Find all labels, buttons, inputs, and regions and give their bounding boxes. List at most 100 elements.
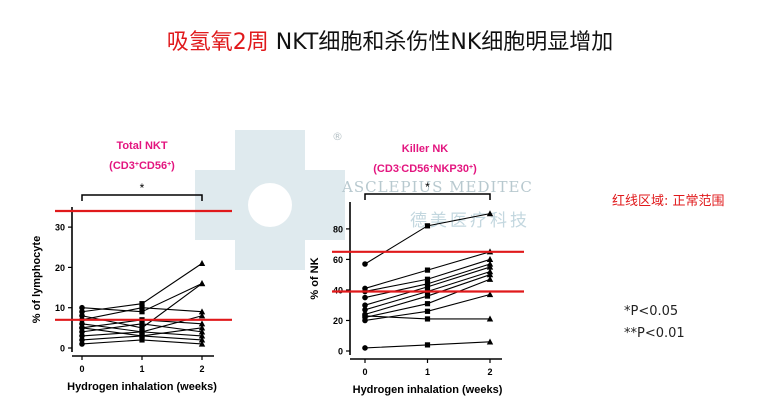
chart2-point (486, 271, 494, 278)
watermark-cross-icon (195, 130, 345, 270)
chart2-title-line1: Killer NK (402, 143, 449, 155)
watermark-english: ASCLEPIUS MEDITEC (342, 178, 533, 196)
chart1-point (79, 337, 85, 343)
chart2-point (486, 338, 494, 345)
chart2-series-line (364, 213, 491, 265)
chart1-point (198, 336, 206, 343)
chart2-x-tick-label: 0 (362, 367, 367, 377)
significance-note-p001: **P<0.01 (624, 326, 685, 341)
chart2-y-tick-label: 80 (333, 224, 343, 234)
chart2-point (486, 315, 494, 322)
chart1-y-axis-label: % of lymphocyte (31, 236, 43, 323)
chart1-point (79, 321, 85, 327)
chart2-point (424, 342, 431, 348)
watermark-registered: ® (332, 130, 343, 143)
chart2-point (486, 268, 494, 275)
chart2-y-axis-label: % of NK (309, 257, 321, 299)
chart2-point (424, 293, 431, 299)
chart1-title-sup1: + (135, 161, 139, 168)
chart1-title-line2: (CD3+CD56+) (109, 160, 175, 172)
chart1-point (198, 280, 206, 287)
chart1-x-tick-label: 0 (79, 364, 84, 374)
chart2-point (424, 267, 431, 273)
watermark-logo (195, 130, 345, 270)
chart2-y-tick-label: 60 (333, 255, 343, 265)
slide-title: 吸氢氧2周 NKT细胞和杀伤性NK细胞明显增加 (0, 24, 780, 56)
chart1-title-sup2: + (167, 161, 171, 168)
chart1-title-end: ) (171, 160, 175, 172)
chart1-point (139, 301, 145, 307)
chart2-point (424, 284, 431, 290)
chart2-point (486, 291, 494, 298)
chart2-point (362, 302, 368, 309)
chart2-title-sup2: + (429, 164, 433, 171)
chart1-significance-star: * (140, 181, 145, 195)
watermark-heart-icon (248, 183, 292, 227)
chart2-point (424, 223, 431, 229)
chart1-point (79, 304, 85, 311)
chart2-point (486, 260, 494, 267)
chart1-significance-bracket (81, 194, 203, 201)
chart2-title-sup1: - (399, 164, 402, 171)
chart2-y-tick-label: 0 (338, 347, 343, 357)
chart2-title-mid: CD56 (401, 163, 429, 175)
chart1-point (198, 332, 206, 339)
chart2-x-tick-label: 2 (487, 367, 492, 377)
chart1-point (139, 305, 145, 311)
chart2-title-base: (CD3 (373, 163, 399, 175)
chart2-point (362, 261, 368, 267)
chart1-point (198, 340, 206, 347)
chart1-x-axis-label: Hydrogen inhalation (weeks) (67, 381, 217, 393)
chart2-title-end: ) (473, 163, 477, 175)
title-red-part: 吸氢氧2周 (166, 30, 269, 55)
normal-range-note: 红线区域: 正常范围 (612, 194, 725, 209)
chart1-point (79, 308, 85, 315)
chart2-point (362, 306, 368, 313)
chart2-point (486, 263, 494, 270)
chart2-point (424, 308, 431, 314)
chart1-point (139, 321, 145, 327)
chart1-point (139, 333, 145, 339)
chart1-point (139, 329, 145, 335)
chart1-x-tick-label: 1 (139, 364, 144, 374)
chart2-point (362, 313, 368, 319)
chart2-point (486, 256, 494, 263)
chart2-point (424, 281, 431, 287)
chart2-title-mid2: NKP30 (434, 163, 469, 175)
significance-note-p005: *P<0.05 (624, 304, 679, 319)
chart2-x-tick-label: 1 (425, 367, 430, 377)
chart2-point (486, 210, 494, 217)
chart1-point (139, 309, 145, 315)
chart1-y-tick-label: 10 (55, 303, 65, 313)
chart2-x-axis-label: Hydrogen inhalation (weeks) (353, 384, 503, 396)
chart1-point (139, 325, 145, 331)
chart1-y-tick-label: 0 (60, 344, 65, 354)
chart1-x-tick-label: 2 (199, 364, 204, 374)
chart2-point (362, 345, 368, 351)
chart1-y-tick-label: 20 (55, 263, 65, 273)
chart2-significance-bracket (364, 193, 491, 200)
chart1-title-base: (CD3 (109, 160, 135, 172)
chart1-point (139, 337, 145, 343)
chart1-point (79, 333, 85, 339)
chart2-point (362, 294, 368, 301)
chart1-point (198, 308, 206, 315)
chart2-point (424, 276, 431, 282)
chart1-point (79, 325, 85, 331)
chart1-point (198, 324, 206, 331)
chart1-point (198, 312, 206, 319)
watermark-chinese: 德美医疗科技 (410, 211, 530, 231)
chart2-title-sup3: + (469, 164, 473, 171)
chart2-point (424, 316, 431, 322)
title-rest-part: NKT细胞和杀伤性NK细胞明显增加 (268, 30, 614, 55)
chart1-title-line1: Total NKT (116, 140, 167, 152)
chart1-point (198, 328, 206, 335)
chart1-point (79, 329, 85, 335)
chart1-point (198, 320, 206, 327)
chart1-title-mid: CD56 (139, 160, 167, 172)
chart2-y-tick-label: 20 (333, 316, 343, 326)
chart2-point (424, 301, 431, 307)
chart-killer-nk: Killer NK (CD3-CD56+NKP30+) 020406080012… (309, 143, 524, 396)
chart1-point (79, 341, 85, 347)
